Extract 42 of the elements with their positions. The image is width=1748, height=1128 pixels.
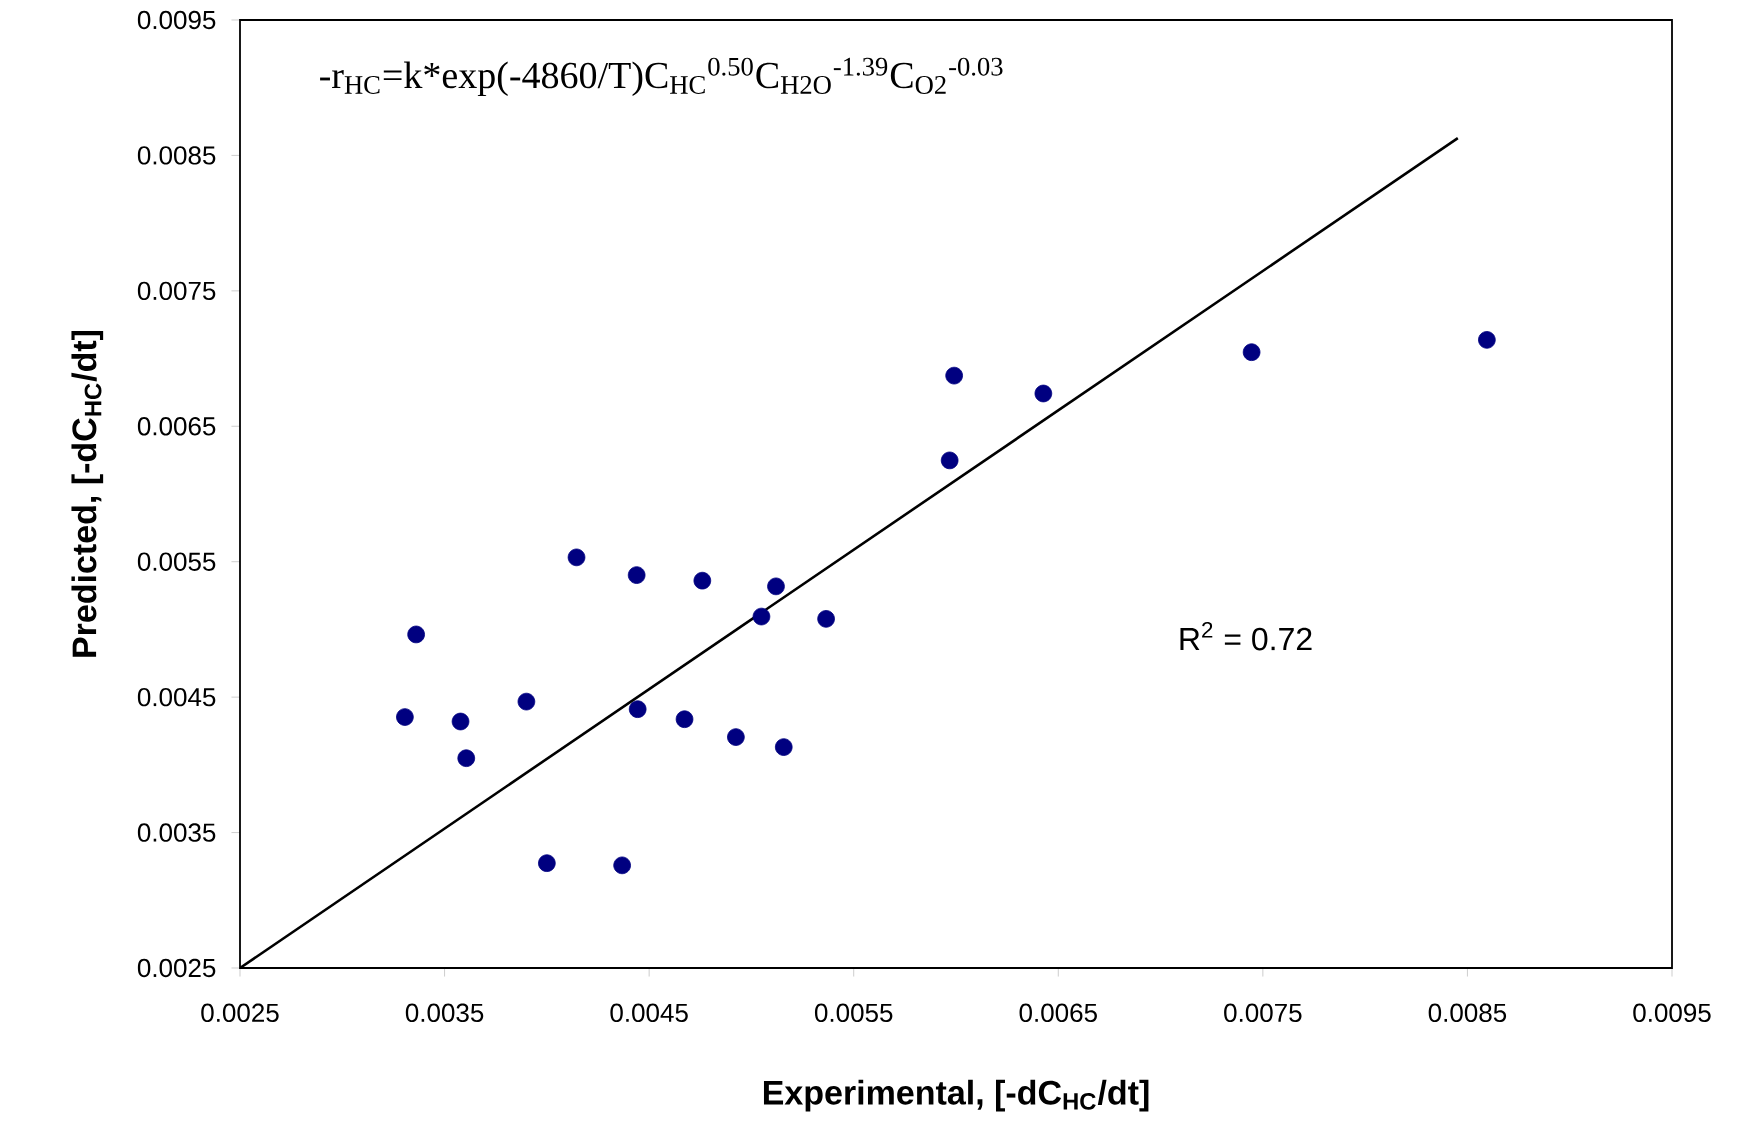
y-tick-label: 0.0075 (137, 281, 216, 301)
y-axis-title: Predicted, [-dC$_{HC}$/dt] (71, 330, 104, 657)
point (538, 854, 556, 872)
point (945, 366, 963, 385)
point (693, 571, 712, 590)
point (613, 856, 631, 875)
point (457, 749, 476, 768)
point (396, 708, 414, 726)
y-tick-label: 0.0055 (137, 552, 216, 571)
point (727, 728, 745, 746)
point (1242, 343, 1261, 361)
point (627, 566, 646, 584)
point (407, 625, 425, 644)
annotation: R$^{2}$ = 0.72 (1180, 621, 1312, 651)
point (940, 451, 959, 470)
point (817, 610, 835, 628)
y-tick-label: 0.0065 (137, 417, 216, 436)
point (628, 700, 647, 718)
x-tick-label: 0.0085 (1428, 1003, 1507, 1023)
x-tick-label: 0.0025 (201, 1003, 279, 1023)
point (1034, 384, 1053, 403)
x-axis-title: Experimental, [-dC$_{HC}$/dt] (763, 1079, 1149, 1112)
text: -r$_{HC}$=k*exp(-4860/T)C$_{HC}$$^{0.50}$C$_{H2O}$$^{-1.39}$C$_{O2}$-0.03 (320, 57, 1003, 97)
y-tick-label: 0.0095 (137, 10, 216, 30)
x-tick-label: 0.0055 (814, 1003, 893, 1023)
y-tick-label: 0.0035 (137, 823, 216, 842)
point (451, 712, 470, 731)
x-tick-label: 0.0075 (1224, 1003, 1302, 1023)
x-tick-label: 0.0095 (1633, 1003, 1711, 1023)
y-tick-label: 0.0025 (137, 958, 216, 978)
point (675, 710, 694, 729)
point (1478, 331, 1496, 349)
x-tick-label: 0.0045 (610, 1003, 688, 1023)
point (567, 548, 586, 567)
point (774, 738, 793, 756)
point (517, 692, 536, 711)
point (767, 577, 785, 596)
x-tick-label: 0.0065 (1019, 1003, 1097, 1023)
y-tick-label: 0.0085 (137, 146, 216, 165)
y-tick-label: 0.0045 (137, 687, 216, 707)
x-tick-label: 0.0035 (405, 1003, 484, 1023)
point (752, 607, 771, 626)
